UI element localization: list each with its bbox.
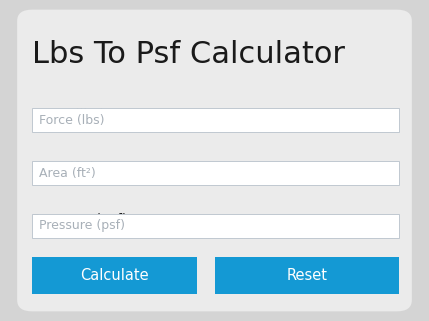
Text: Area (ft²): Area (ft²): [32, 160, 95, 175]
Text: Lbs To Psf Calculator: Lbs To Psf Calculator: [32, 40, 345, 69]
FancyBboxPatch shape: [214, 257, 399, 294]
Text: Reset: Reset: [286, 268, 327, 283]
Text: Area (ft²): Area (ft²): [39, 167, 95, 179]
FancyBboxPatch shape: [32, 108, 399, 132]
FancyBboxPatch shape: [32, 161, 399, 185]
FancyBboxPatch shape: [32, 214, 399, 238]
Text: Pressure (psf): Pressure (psf): [39, 220, 124, 232]
Text: Force (lbs): Force (lbs): [39, 114, 104, 126]
FancyBboxPatch shape: [17, 10, 412, 311]
Text: Calculate: Calculate: [81, 268, 149, 283]
Text: Force (lbs): Force (lbs): [32, 108, 105, 122]
Text: Pressure (psf): Pressure (psf): [32, 213, 127, 228]
FancyBboxPatch shape: [32, 257, 197, 294]
